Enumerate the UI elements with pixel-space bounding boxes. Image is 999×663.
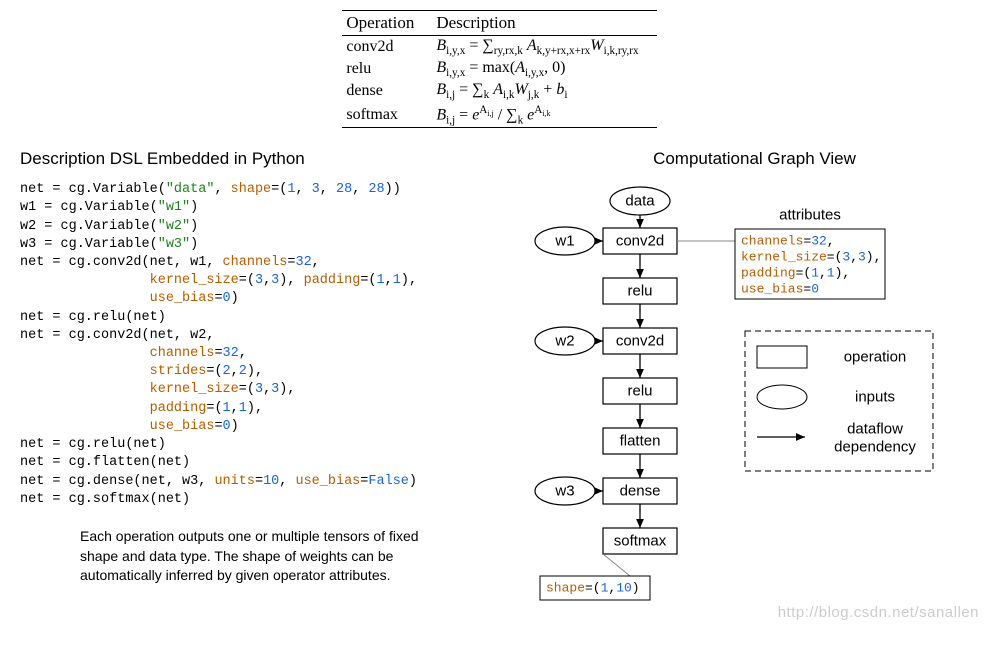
svg-text:0: 0 (811, 282, 819, 297)
svg-text:softmax: softmax (614, 533, 667, 550)
svg-text:=(: =( (585, 581, 601, 596)
svg-text:dependency: dependency (834, 439, 916, 456)
ops-table: Operation Description conv2dBi,y,x = ∑ry… (342, 10, 656, 128)
svg-text:3: 3 (842, 250, 850, 265)
op-formula: Bi,y,x = max(Ai,y,x, 0) (432, 58, 656, 80)
svg-text:),: ), (835, 266, 851, 281)
svg-text:use_bias: use_bias (741, 282, 803, 297)
op-name: dense (342, 80, 432, 102)
svg-text:inputs: inputs (855, 389, 895, 406)
svg-text:operation: operation (844, 349, 907, 366)
ops-header-op: Operation (342, 11, 432, 36)
op-name: relu (342, 58, 432, 80)
svg-text:1: 1 (827, 266, 835, 281)
svg-text:dense: dense (620, 483, 661, 500)
op-name: softmax (342, 103, 432, 128)
op-formula: Bi,j = ∑k Ai,kWj,k + bi (432, 80, 656, 102)
svg-text:shape: shape (546, 581, 585, 596)
svg-text:=: = (803, 234, 811, 249)
svg-text:attributes: attributes (779, 207, 841, 224)
svg-text:3: 3 (858, 250, 866, 265)
op-formula: Bi,y,x = ∑ry,rx,k Ak,y+rx,x+rxWi,k,ry,rx (432, 36, 656, 59)
svg-text:32: 32 (811, 234, 827, 249)
svg-text:),: ), (866, 250, 882, 265)
svg-text:): ) (632, 581, 640, 596)
svg-text:dataflow: dataflow (847, 421, 903, 438)
svg-text:data: data (625, 193, 655, 210)
svg-text:conv2d: conv2d (616, 333, 664, 350)
svg-text:conv2d: conv2d (616, 233, 664, 250)
svg-text:10: 10 (616, 581, 632, 596)
computation-graph: data conv2d relu conv2d relu flatten dense soft… (530, 181, 970, 611)
caption: Each operation outputs one or multiple t… (80, 527, 440, 586)
svg-text:,: , (850, 250, 858, 265)
svg-text:padding: padding (741, 266, 796, 281)
dsl-code: net = cg.Variable("data", shape=(1, 3, 2… (20, 181, 500, 509)
ops-header-desc: Description (432, 11, 656, 36)
right-title: Computational Graph View (530, 149, 979, 169)
svg-text:=(: =( (827, 250, 843, 265)
svg-text:kernel_size: kernel_size (741, 250, 827, 265)
svg-text:1: 1 (601, 581, 609, 596)
svg-text:w1: w1 (554, 233, 574, 250)
left-title: Description DSL Embedded in Python (20, 149, 500, 169)
svg-text:,: , (819, 266, 827, 281)
svg-text:relu: relu (627, 283, 652, 300)
op-formula: Bi,j = eAi,j / ∑k eAi,k (432, 103, 656, 128)
svg-text:1: 1 (811, 266, 819, 281)
op-name: conv2d (342, 36, 432, 59)
svg-text:channels: channels (741, 234, 803, 249)
svg-text:relu: relu (627, 383, 652, 400)
svg-text:,: , (827, 234, 835, 249)
svg-text:w2: w2 (554, 333, 574, 350)
svg-text:flatten: flatten (620, 433, 661, 450)
svg-text:=: = (803, 282, 811, 297)
svg-text:=(: =( (796, 266, 812, 281)
watermark: http://blog.csdn.net/sanallen (778, 604, 979, 621)
svg-text:,: , (608, 581, 616, 596)
svg-text:w3: w3 (554, 483, 574, 500)
